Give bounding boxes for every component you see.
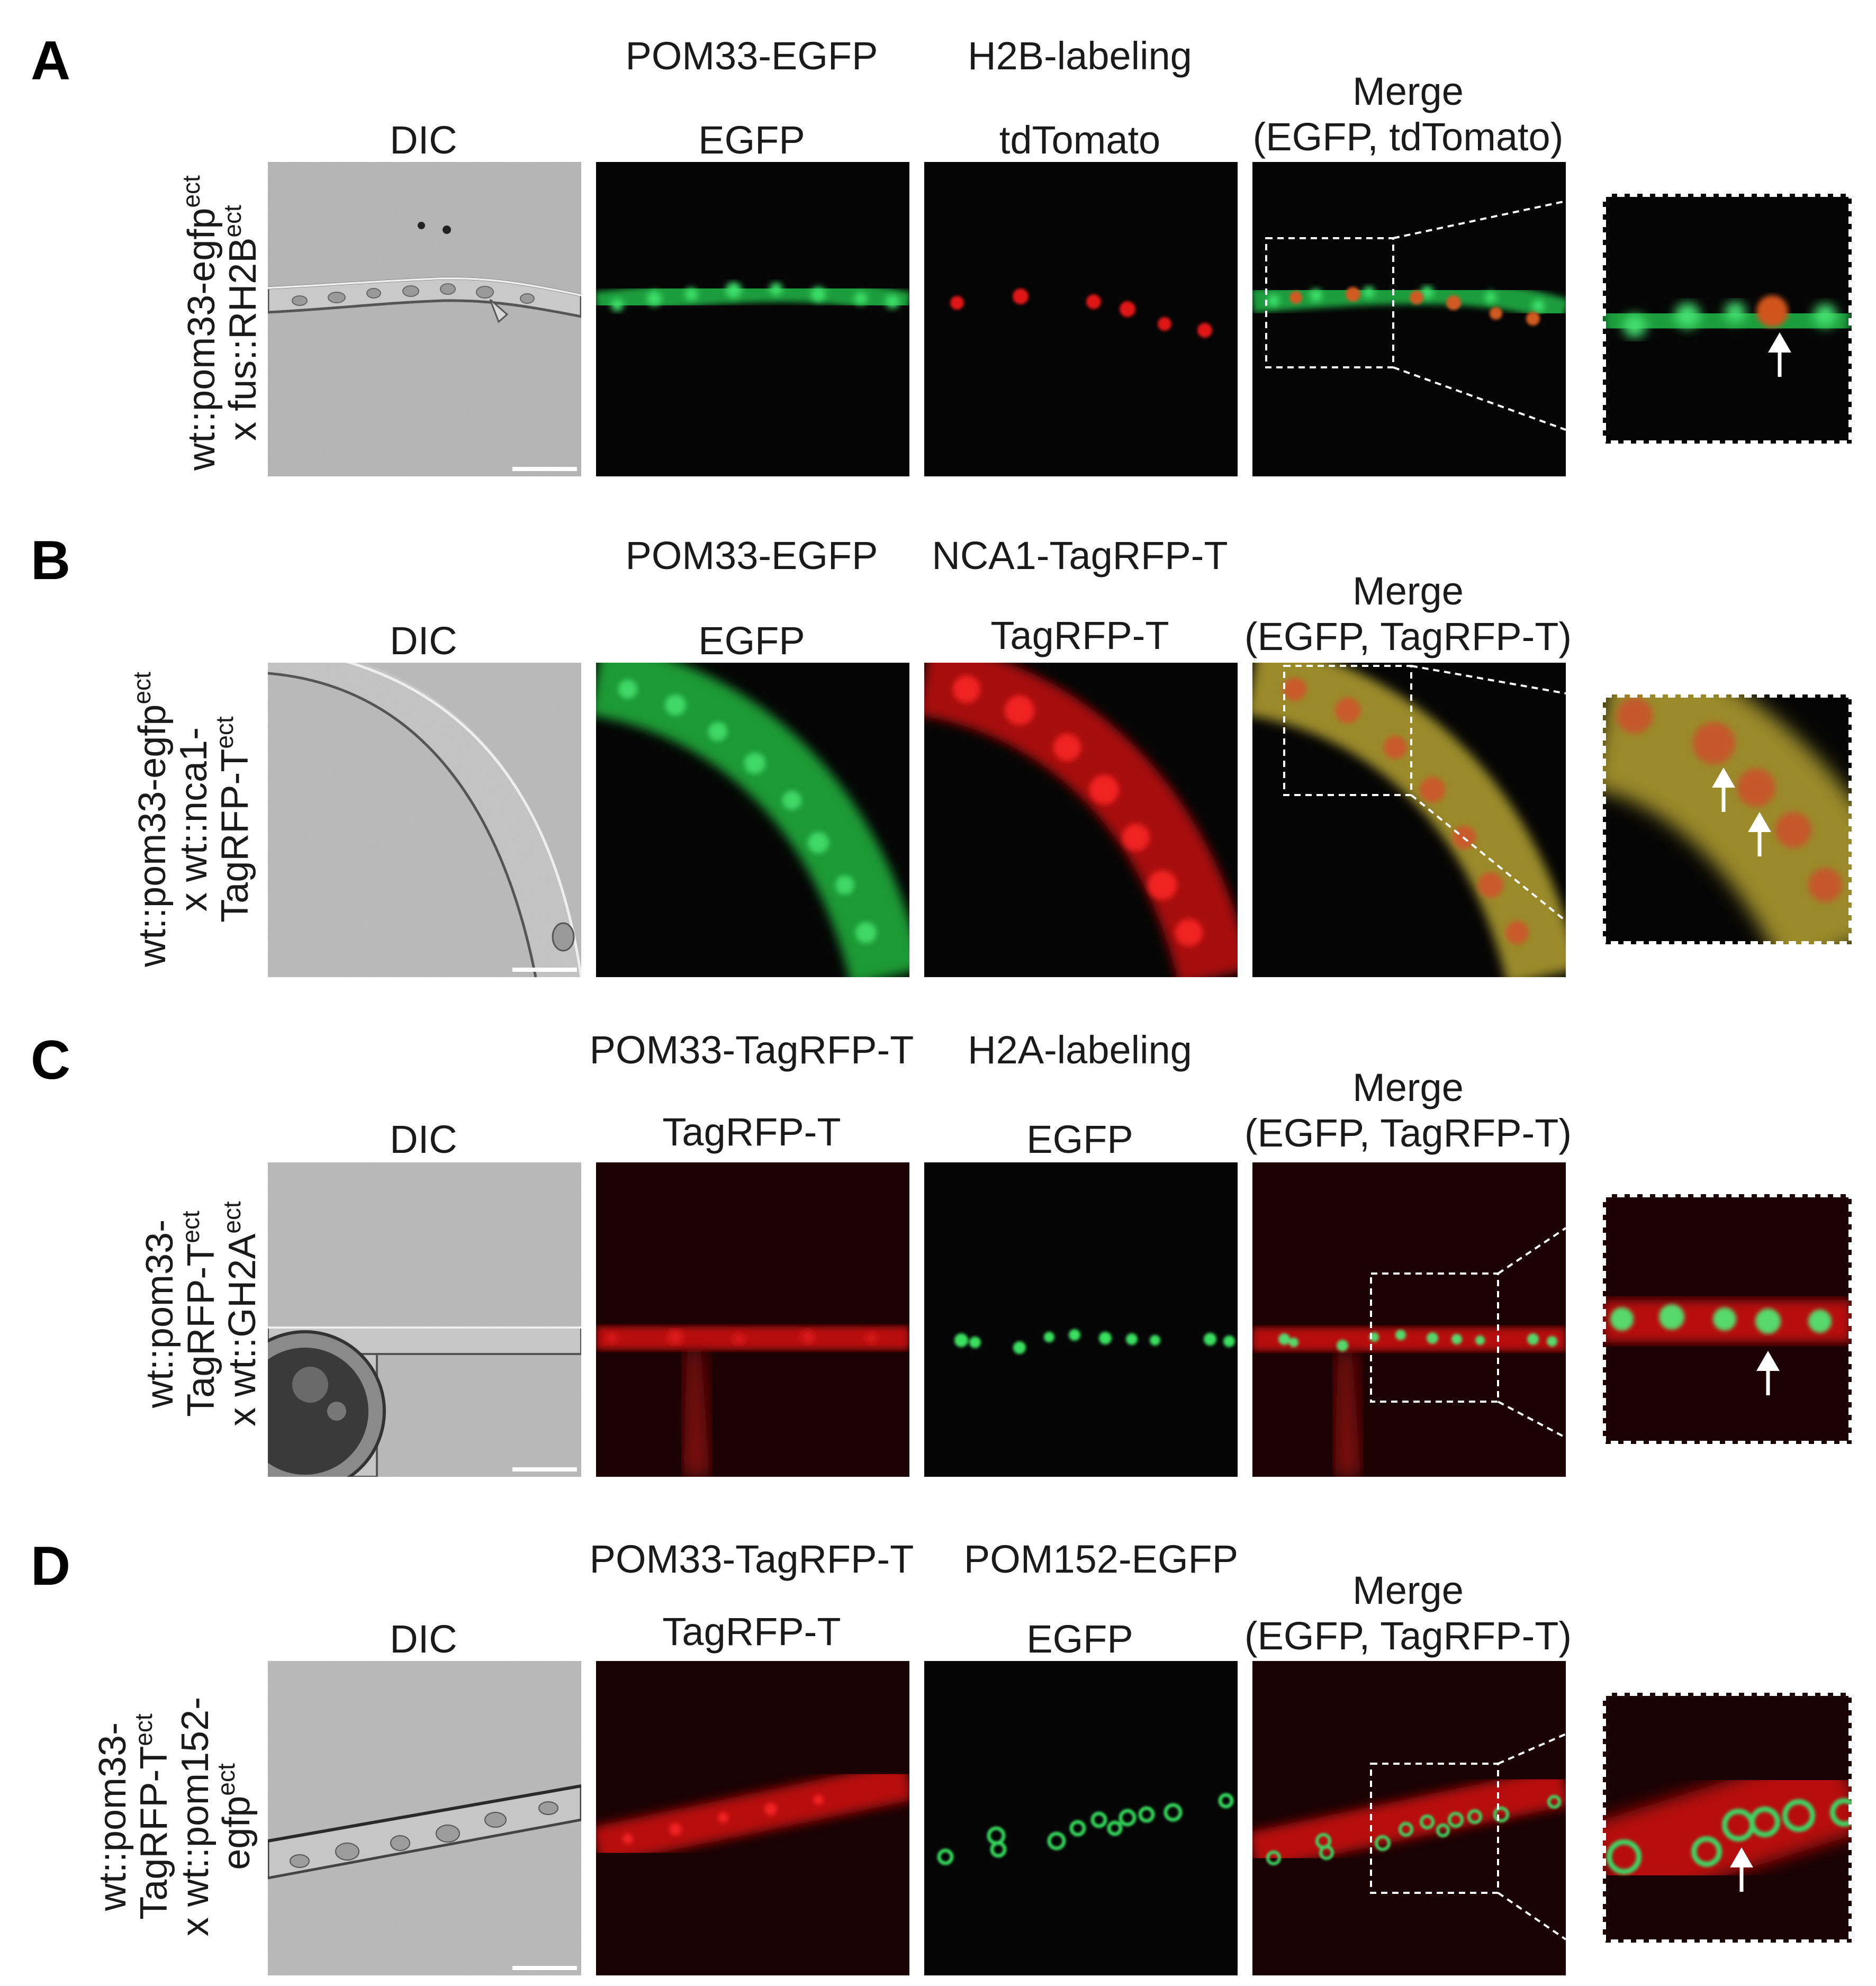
panel-a-merge-label-2: (EGFP, tdTomato) [1252, 115, 1564, 159]
panel-b-row-label-line-1: wt::pom33-egfpect [128, 672, 174, 967]
panel-d-header-right: POM152-EGFP [963, 1537, 1239, 1581]
panel-a-row-label-line-2: x fus::RH2Bect [219, 205, 264, 441]
panel-letter-d: D [31, 1536, 71, 1597]
panel-d-col-2-label: TagRFP-T [662, 1610, 841, 1654]
panel-c-row-label-line-2: TagRFP-Tect [177, 1211, 222, 1417]
panel-a-row-label-line-1: wt::pom33-egfpect [177, 175, 223, 471]
panel-d-col-dic-label: DIC [390, 1617, 457, 1661]
panel-c-inset-image [1603, 1194, 1852, 1444]
panel-d-egfp-image [924, 1661, 1238, 1975]
panel-letter-c: C [31, 1030, 71, 1091]
panel-b-merge-label-2: (EGFP, TagRFP-T) [1244, 615, 1572, 658]
panel-a-egfp-image [596, 162, 909, 476]
panel-d-row-label-line-3: x wt::pom152- [174, 1696, 217, 1937]
panel-b-merge-image [1252, 663, 1566, 977]
panel-c-row-label-line-1: wt::pom33- [139, 1219, 181, 1409]
panel-c-merge-label-2: (EGFP, TagRFP-T) [1244, 1111, 1572, 1155]
panel-b-merge-label-1: Merge [1352, 569, 1464, 613]
panel-b-inset-image [1603, 694, 1852, 944]
panel-c-row-label-line-3: x wt::GH2Aect [218, 1201, 264, 1427]
panel-a-header-left: POM33-EGFP [625, 34, 878, 78]
panel-c-col-dic-label: DIC [390, 1117, 457, 1161]
panel-d-merge-label-1: Merge [1352, 1568, 1464, 1612]
panel-b-row-label: wt::pom33-egfpect x wt::nca1- TagRFP-Tec… [128, 672, 256, 967]
arrow-icon [1756, 1351, 1780, 1395]
panel-c-header-right: H2A-labeling [968, 1028, 1192, 1072]
panel-letter-a: A [31, 30, 71, 92]
arrow-icon [1768, 332, 1791, 377]
panel-c-merge-label-1: Merge [1352, 1066, 1464, 1109]
panel-a-col-dic-label: DIC [390, 118, 457, 162]
panel-c-dic-image [268, 1162, 581, 1477]
panel-a-col-3-label: tdTomato [999, 118, 1161, 162]
arrow-icon [1748, 812, 1771, 856]
panel-d-col-3-label: EGFP [1026, 1617, 1133, 1661]
panel-d-inset-image [1603, 1693, 1852, 1943]
panel-a-inset-image [1603, 194, 1852, 444]
panel-a-merge-label-1: Merge [1352, 69, 1464, 113]
panel-a-col-2-label: EGFP [698, 118, 805, 162]
panel-d-dic-image [268, 1661, 581, 1975]
panel-c-row-label: wt::pom33- TagRFP-Tect x wt::GH2Aect [139, 1201, 264, 1427]
panel-a-tdtomato-image [924, 162, 1238, 476]
panel-c-merge-image [1252, 1162, 1566, 1477]
panel-c-tagrfp-image [596, 1162, 909, 1477]
panel-d-tagrfp-image [596, 1661, 909, 1975]
panel-a-dic-image [268, 162, 581, 476]
panel-b-tagrfp-image [924, 663, 1238, 977]
arrow-icon [1730, 1847, 1753, 1892]
panel-a-merge-image [1252, 162, 1566, 476]
panel-c-egfp-image [924, 1162, 1238, 1477]
panel-d-row-label-line-4: egfpect [212, 1763, 258, 1870]
panel-b-col-dic-label: DIC [390, 619, 457, 663]
panel-b-egfp-image [596, 663, 909, 977]
panel-c-col-2-label: TagRFP-T [662, 1110, 841, 1154]
panel-a-header-right: H2B-labeling [968, 34, 1192, 78]
panel-d-header-left: POM33-TagRFP-T [589, 1537, 914, 1581]
panel-d-row-label: wt::pom33- TagRFP-Tect x wt::pom152- egf… [92, 1696, 258, 1937]
panel-a-row-label: wt::pom33-egfpect x fus::RH2Bect [177, 175, 264, 471]
panel-b-col-2-label: EGFP [698, 619, 805, 663]
panel-d-merge-image [1252, 1661, 1566, 1975]
panel-b-header-left: POM33-EGFP [625, 534, 878, 577]
panel-d-row-label-line-2: TagRFP-Tect [130, 1713, 175, 1920]
panel-d-row-label-line-1: wt::pom33- [92, 1722, 134, 1911]
panel-b-header-right: NCA1-TagRFP-T [932, 534, 1228, 577]
panel-c-col-3-label: EGFP [1026, 1117, 1133, 1161]
arrow-icon [1712, 768, 1735, 812]
panel-b-row-label-line-3: TagRFP-Tect [211, 716, 256, 923]
panel-d-merge-label-2: (EGFP, TagRFP-T) [1244, 1614, 1572, 1658]
panel-b-row-label-line-2: x wt::nca1- [173, 727, 215, 912]
panel-b-dic-image [268, 663, 581, 977]
panel-b-col-3-label: TagRFP-T [990, 613, 1169, 657]
panel-c-header-left: POM33-TagRFP-T [589, 1028, 914, 1072]
panel-letter-b: B [31, 530, 71, 591]
